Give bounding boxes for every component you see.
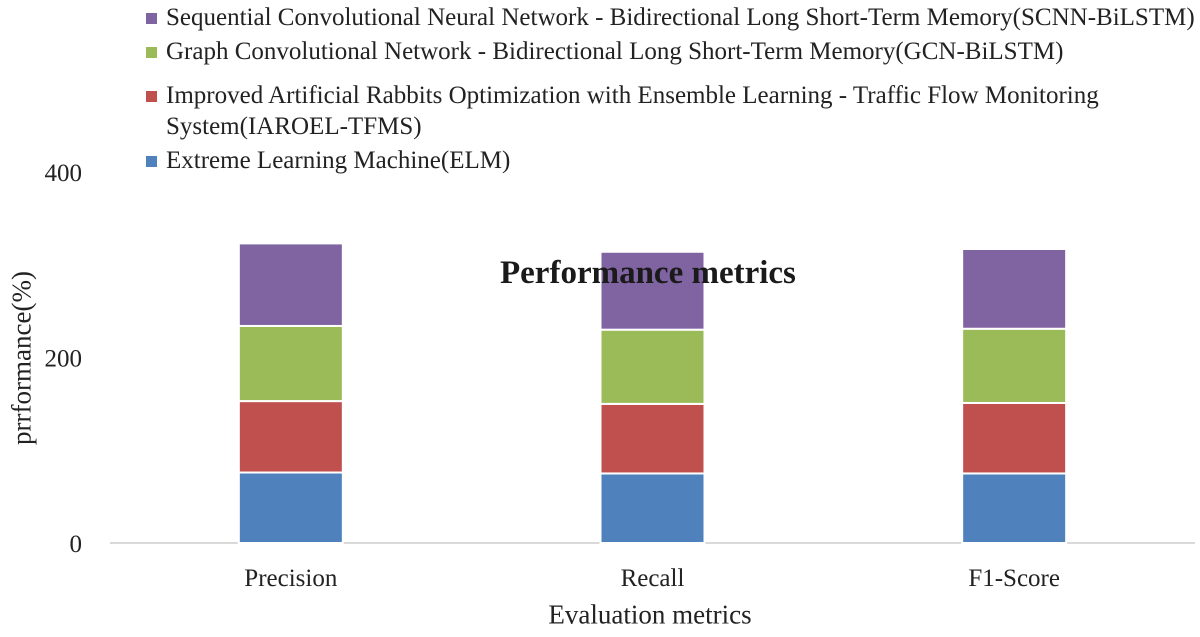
x-tick-label: Precision bbox=[244, 565, 338, 592]
y-axis-label: prrformance(%) bbox=[6, 271, 37, 445]
chart-title: Performance metrics bbox=[500, 255, 796, 291]
legend-swatch bbox=[146, 156, 157, 167]
legend-label: Improved Artificial Rabbits Optimization… bbox=[166, 82, 1099, 140]
x-tick-label: F1-Score bbox=[968, 565, 1060, 592]
legend-item: Improved Artificial Rabbits Optimization… bbox=[146, 80, 1196, 142]
bar-segment bbox=[961, 472, 1068, 544]
bar-segment bbox=[599, 250, 706, 331]
y-tick-label: 400 bbox=[45, 160, 83, 187]
legend: Sequential Convolutional Neural Network … bbox=[146, 2, 1196, 176]
bar-segment bbox=[599, 472, 706, 544]
x-tick-label: Recall bbox=[621, 565, 685, 592]
y-tick-label: 0 bbox=[70, 531, 83, 558]
legend-label: Graph Convolutional Network - Bidirectio… bbox=[166, 38, 1064, 65]
bar-segment bbox=[237, 324, 344, 403]
y-tick-label: 200 bbox=[45, 346, 83, 373]
bar-segment bbox=[599, 402, 706, 475]
x-axis-ticks: Precision Recall F1-Score bbox=[244, 565, 1060, 592]
x-axis-label: Evaluation metrics bbox=[548, 599, 752, 630]
bar-segment bbox=[961, 327, 1068, 404]
legend-swatch bbox=[146, 47, 157, 58]
legend-item: Sequential Convolutional Neural Network … bbox=[146, 2, 1196, 33]
bar-segment bbox=[599, 328, 706, 405]
bar-segment bbox=[237, 400, 344, 474]
bar-segment bbox=[237, 471, 344, 545]
bar-stacks bbox=[237, 242, 1068, 545]
bar-segment bbox=[961, 247, 1068, 330]
bar-segment bbox=[237, 242, 344, 327]
legend-swatch bbox=[146, 91, 157, 102]
legend-item: Graph Convolutional Network - Bidirectio… bbox=[146, 36, 1196, 67]
legend-label: Sequential Convolutional Neural Network … bbox=[166, 4, 1195, 31]
y-axis-ticks: 0 200 400 bbox=[45, 160, 83, 558]
legend-item: Extreme Learning Machine(ELM) bbox=[146, 145, 1196, 176]
bar-segment bbox=[961, 401, 1068, 475]
legend-swatch bbox=[146, 13, 157, 24]
legend-label: Extreme Learning Machine(ELM) bbox=[166, 147, 511, 174]
